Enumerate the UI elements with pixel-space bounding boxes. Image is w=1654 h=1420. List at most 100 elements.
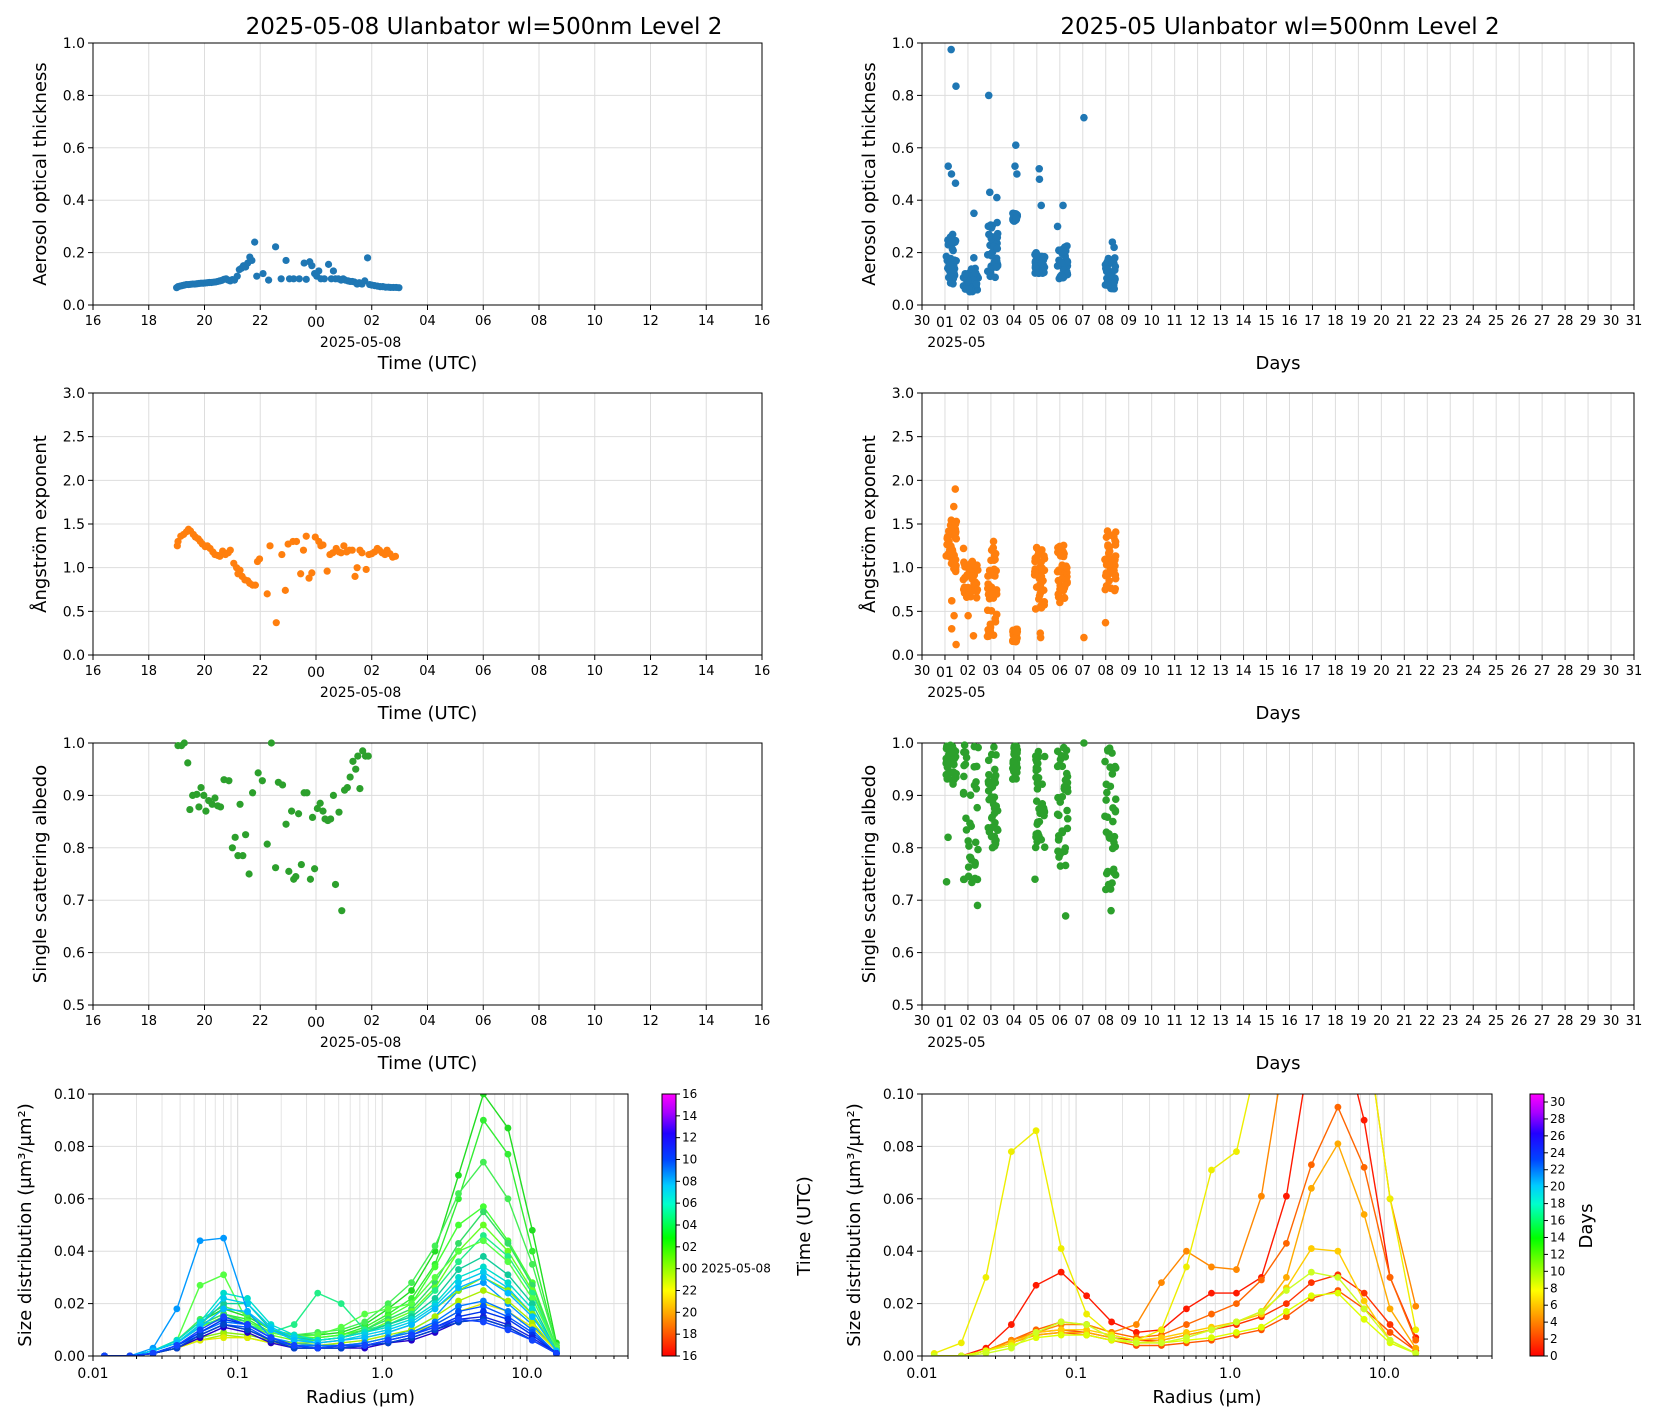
curve-point [1282,1313,1290,1321]
data-point [288,807,296,815]
curve-point [431,1287,439,1294]
data-point [948,245,957,254]
data-point [971,269,980,277]
data-point [1037,201,1046,210]
data-point [195,803,203,811]
data-point [1038,564,1046,572]
data-point [1109,817,1117,826]
curve-point [479,1263,487,1271]
data-point [990,774,999,782]
curve-point [1083,1326,1091,1334]
x-tick-label: 17 [1304,664,1321,679]
data-point [315,267,323,275]
data-point [1103,867,1112,876]
data-point [972,279,981,288]
y-axis-label: Ångström exponent [858,435,880,613]
curve-point [431,1274,439,1281]
data-point [961,748,970,757]
curve-point [1386,1336,1394,1344]
curve-point [1412,1326,1420,1334]
data-point [951,485,960,493]
angstrom-monthly-panel: 30 01 02 03 04 05 06 07 08 09 10 11 12 13 14 15 16 17 18 19… [858,386,1642,724]
curve-point [479,1297,487,1305]
data-point [962,814,970,823]
curve-point [361,1334,369,1342]
size-distribution-curve [104,1234,558,1356]
data-point [180,739,188,747]
data-point [337,549,345,557]
y-tick-label: 0.06 [883,1192,914,1208]
data-point [297,570,305,578]
data-point [324,260,333,268]
y-tick-label: 0.9 [892,788,914,804]
curve-point [431,1323,439,1331]
curve-point [1083,1310,1091,1318]
x-tick-label: 22 [1419,314,1436,329]
data-point [245,870,253,878]
data-point [959,544,968,553]
data-point [1105,547,1114,556]
x-tick-label: 19 [1350,1014,1367,1029]
curve-point [1057,1331,1065,1339]
data-point [282,256,290,265]
curve-point [1007,1344,1015,1352]
curve-point [173,1305,181,1313]
colorbar-tick-label: 12 [1550,1247,1565,1261]
data-point [184,759,192,767]
data-point [308,569,316,577]
data-point [361,277,369,285]
curve-point [504,1326,512,1334]
y-tick-label: 0.5 [63,998,85,1014]
data-point [960,761,968,770]
curve-point [479,1302,487,1310]
ssa-monthly-panel: 30 01 02 03 04 05 06 07 08 09 10 11 12 13 14 15 16 17 18 19… [859,736,1642,1074]
x-tick-label: 02 [960,1014,977,1029]
y-tick-label: 1.5 [63,517,85,533]
curve-point [455,1297,462,1305]
data-point [343,783,351,792]
data-point [1080,633,1088,642]
data-point [1009,765,1018,774]
curve-point [173,1342,181,1349]
curve-point [504,1289,512,1297]
y-tick-label: 0.08 [883,1139,914,1155]
data-point [271,243,280,251]
data-point [1053,747,1062,756]
data-point [984,572,992,580]
data-point [1033,785,1042,793]
y-tick-label: 0.02 [883,1297,914,1313]
curve-point [1183,1263,1190,1271]
curve-point [504,1150,512,1158]
data-point [1031,605,1040,613]
x-tick-label: 09 [1120,1014,1137,1029]
data-point [329,267,338,275]
x-tick-label: 20 [196,664,213,679]
x-axis-label: Radius (μm) [306,1387,415,1408]
data-point [960,741,969,750]
data-point [972,587,981,596]
data-point [308,813,317,822]
curve-point [290,1321,298,1328]
data-point [1060,782,1069,791]
x-tick-label: 02 [960,314,977,329]
data-point [964,837,973,845]
data-point [1032,268,1041,277]
x-tick-label: 15 [1258,664,1275,679]
curve-point [1057,1318,1065,1326]
data-point [1063,814,1072,823]
curve-point [504,1315,512,1323]
x-tick-label: 28 [1557,664,1574,679]
data-point [960,583,969,592]
data-point [340,542,348,550]
curve-point [1282,1287,1290,1294]
x-tick-label: 20 [1373,664,1390,679]
x-tick-label: 10 [1143,314,1160,329]
y-tick-label: 0.5 [892,998,914,1014]
curve-point [1282,1308,1290,1315]
x-tick-label: 23 [1442,314,1459,329]
x-tick-label: 18 [140,1014,157,1029]
plot-frame [921,42,1635,306]
curve-point [244,1294,251,1302]
data-point [970,781,979,790]
curve-point [1183,1321,1190,1328]
